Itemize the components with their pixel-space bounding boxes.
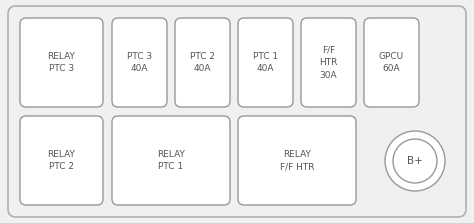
- Text: GPCU
60A: GPCU 60A: [379, 52, 404, 73]
- FancyBboxPatch shape: [301, 18, 356, 107]
- FancyBboxPatch shape: [364, 18, 419, 107]
- Text: RELAY
F/F HTR: RELAY F/F HTR: [280, 150, 314, 171]
- FancyBboxPatch shape: [112, 18, 167, 107]
- Text: PTC 3
40A: PTC 3 40A: [127, 52, 152, 73]
- Text: PTC 2
40A: PTC 2 40A: [190, 52, 215, 73]
- FancyBboxPatch shape: [238, 116, 356, 205]
- FancyBboxPatch shape: [20, 116, 103, 205]
- Circle shape: [393, 139, 437, 183]
- Text: RELAY
PTC 3: RELAY PTC 3: [47, 52, 75, 73]
- Text: PTC 1
40A: PTC 1 40A: [253, 52, 278, 73]
- Text: F/F
HTR
30A: F/F HTR 30A: [319, 45, 337, 80]
- FancyBboxPatch shape: [175, 18, 230, 107]
- Circle shape: [385, 131, 445, 191]
- FancyBboxPatch shape: [238, 18, 293, 107]
- Text: B+: B+: [407, 156, 423, 166]
- Text: RELAY
PTC 2: RELAY PTC 2: [47, 150, 75, 171]
- FancyBboxPatch shape: [8, 6, 466, 217]
- Text: RELAY
PTC 1: RELAY PTC 1: [157, 150, 185, 171]
- FancyBboxPatch shape: [20, 18, 103, 107]
- FancyBboxPatch shape: [112, 116, 230, 205]
